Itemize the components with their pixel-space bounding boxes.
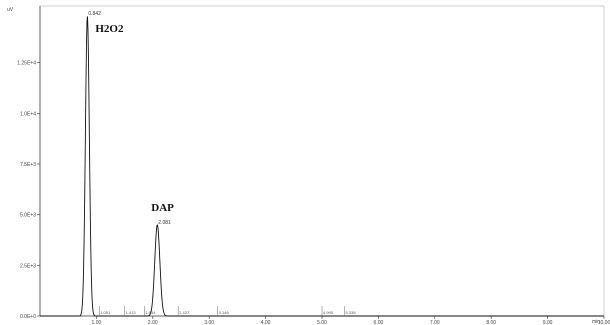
x-tick-label: 3.00 xyxy=(204,320,214,325)
baseline-marker-label: 4.995 xyxy=(323,310,334,315)
x-tick-label: 2.00 xyxy=(148,320,158,325)
y-tick-label: 1.0E+4 xyxy=(20,111,36,117)
baseline-marker-label: 1.051 xyxy=(100,310,111,315)
x-tick-label: 8.00 xyxy=(486,320,496,325)
peak-name-label: H2O2 xyxy=(95,23,124,35)
baseline-marker-label: 2.427 xyxy=(179,310,190,315)
peak-name-label: DAP xyxy=(151,202,174,214)
y-tick-label: 7.5E+3 xyxy=(20,162,36,168)
baseline-marker-label: 1.834 xyxy=(145,310,156,315)
x-tick-label: 10.00 xyxy=(598,320,610,325)
peak-rt-label: 2.081 xyxy=(158,220,171,226)
x-tick-label: 6.00 xyxy=(374,320,384,325)
x-axis-unit-label: min xyxy=(592,319,600,325)
x-tick-label: 4.00 xyxy=(261,320,271,325)
y-tick-label: 0.0E+0 xyxy=(20,314,36,320)
baseline-marker-label: 5.338 xyxy=(346,310,357,315)
x-tick-label: 7.00 xyxy=(430,320,440,325)
y-tick-label: 1.25E+4 xyxy=(17,61,36,67)
y-axis-labels: uV xyxy=(7,7,14,13)
x-tick-label: 9.00 xyxy=(543,320,553,325)
x-tick-label: 1.00 xyxy=(92,320,102,325)
baseline-marker-label: 1.413 xyxy=(126,310,137,315)
y-axis-unit-label: uV xyxy=(7,7,14,13)
y-tick-label: 2.5E+3 xyxy=(20,263,36,269)
baseline-marker-label: 3.146 xyxy=(219,310,230,315)
chromatogram-trace xyxy=(40,16,604,317)
x-tick-label: 5.00 xyxy=(317,320,327,325)
y-tick-label: 5.0E+3 xyxy=(20,213,36,219)
peak-rt-label: 0.842 xyxy=(88,11,101,17)
x-axis: min xyxy=(592,319,600,325)
